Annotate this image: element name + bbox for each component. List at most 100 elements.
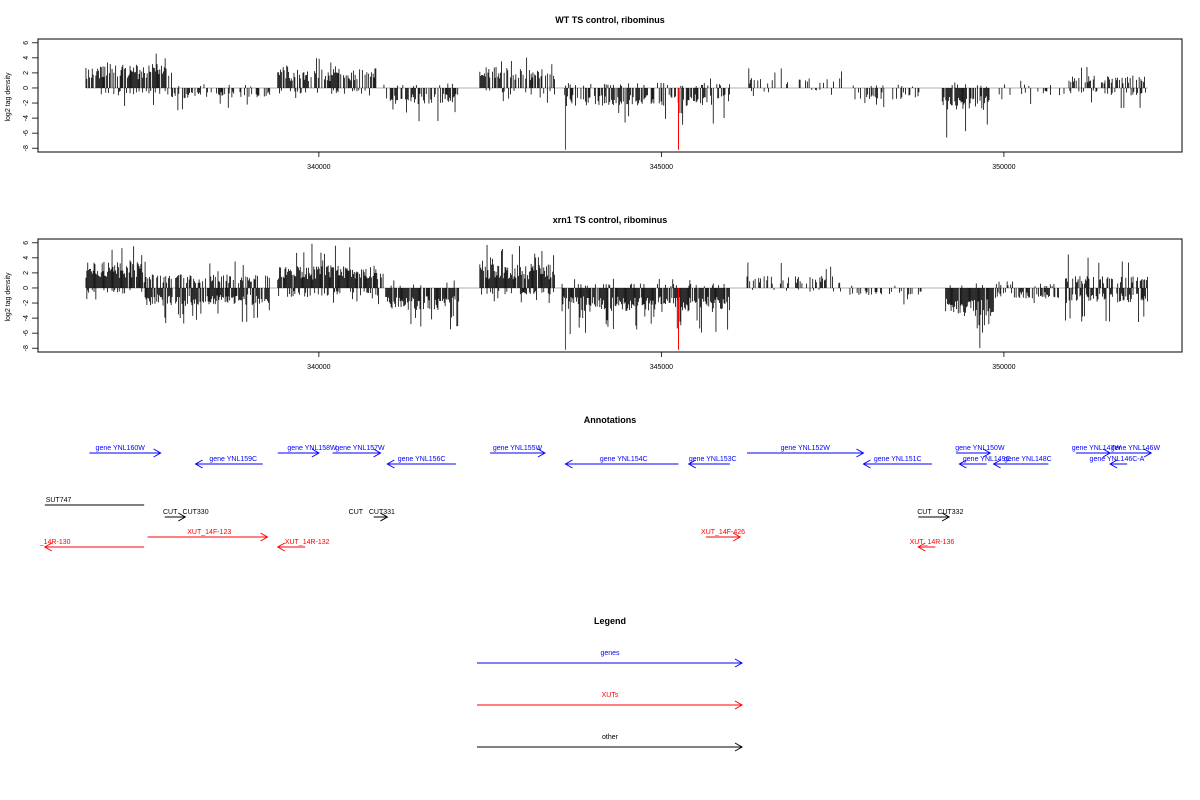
x-tick-label: 350000 — [992, 164, 1015, 171]
y-tick-label: 6 — [23, 41, 30, 45]
feature-label: gene YNL152W — [781, 445, 831, 452]
y-tick-label: -6 — [23, 130, 30, 136]
legend-label: XUTs — [602, 692, 619, 699]
plot-frame — [37, 38, 1183, 153]
arrowhead-left — [194, 459, 203, 469]
coverage-bars — [85, 243, 1148, 350]
plot-frame — [37, 238, 1183, 353]
y-tick-label: 2 — [23, 271, 30, 275]
y-tick-label: -8 — [23, 145, 30, 151]
arrowhead-right — [537, 448, 546, 458]
arrowhead-right — [311, 448, 320, 458]
feature-label: gene YNL146C-A — [1090, 456, 1145, 463]
feature-label: gene YNL147W — [1072, 445, 1122, 452]
y-tick-label: 0 — [23, 286, 30, 290]
feature-label: gene YNL150W — [955, 445, 1005, 452]
feature-label: gene YNL158W — [287, 445, 337, 452]
legend-arrowhead — [734, 658, 744, 668]
arrowhead-right — [1143, 448, 1153, 458]
feature-label: CUT — [349, 509, 364, 516]
x-tick-label: 345000 — [650, 164, 673, 171]
x-tick-label: 345000 — [650, 364, 673, 371]
arrowhead-right — [856, 448, 865, 458]
legend: Legend genes XUTs other — [477, 616, 744, 752]
feature-label: XUT_14F-123 — [187, 529, 231, 536]
y-tick-label: -4 — [23, 315, 30, 321]
arrowhead-right — [260, 532, 269, 542]
feature-label: gene YNL146W — [1111, 445, 1161, 452]
feature-label: _14R-130 — [39, 539, 71, 546]
feature-label: gene YNL153C — [689, 456, 737, 463]
arrowhead-left — [862, 459, 871, 469]
arrowhead-right — [153, 448, 162, 458]
arrowhead-right — [982, 448, 992, 458]
feature-label: XUT_14R-132 — [285, 539, 330, 546]
feature-label: CUT330 — [183, 509, 209, 516]
legend-label: genes — [600, 650, 620, 657]
panel-title: xrn1 TS control, ribominus — [553, 215, 668, 225]
feature-label: gene YNL149C — [963, 456, 1011, 463]
feature-label: gene YNL151C — [874, 456, 922, 463]
arrowhead-left — [687, 459, 697, 469]
arrowhead-right — [178, 512, 187, 522]
arrowhead-right — [732, 532, 742, 542]
y-tick-label: 4 — [23, 56, 30, 60]
arrowhead-left — [992, 459, 1001, 469]
wt-coverage-panel: WT TS control, ribominus log2 tag densit… — [5, 15, 1183, 171]
feature-label: CUT — [163, 509, 178, 516]
feature-label: CUT331 — [369, 509, 395, 516]
y-axis: -8 -6 -4 -2 0 2 4 6 — [23, 41, 38, 151]
y-axis: -8 -6 -4 -2 0 2 4 6 — [23, 241, 38, 351]
y-tick-label: -2 — [23, 100, 30, 106]
x-tick-label: 350000 — [992, 364, 1015, 371]
x-tick-label: 340000 — [307, 364, 330, 371]
feature-label: gene YNL159C — [209, 456, 257, 463]
legend-arrowhead — [734, 700, 744, 710]
y-tick-label: -6 — [23, 330, 30, 336]
panel-title: WT TS control, ribominus — [555, 15, 665, 25]
y-tick-label: -8 — [23, 345, 30, 351]
feature-label: CUT332 — [937, 509, 963, 516]
arrowhead-left — [1109, 459, 1118, 469]
arrowhead-left — [917, 542, 926, 552]
y-tick-label: 2 — [23, 71, 30, 75]
legend-label: other — [602, 734, 619, 741]
feature-label: gene YNL156C — [398, 456, 446, 463]
legend-title: Legend — [594, 616, 626, 626]
feature-label: CUT — [917, 509, 932, 516]
x-axis: 340000 345000 350000 — [307, 352, 1016, 371]
y-tick-label: -4 — [23, 115, 30, 121]
arrowhead-right — [941, 512, 951, 522]
y-tick-label: -2 — [23, 300, 30, 306]
arrowhead-left — [958, 459, 967, 469]
arrowhead-left — [276, 542, 286, 552]
feature-label: SUT747 — [46, 497, 72, 504]
coverage-bars — [85, 53, 1148, 150]
arrowhead-left — [564, 459, 573, 469]
feature-label: gene YNL154C — [600, 456, 648, 463]
x-tick-label: 340000 — [307, 164, 330, 171]
legend-arrowhead — [734, 742, 744, 752]
arrowhead-left — [386, 459, 395, 469]
xrn1-coverage-panel: xrn1 TS control, ribominus log2 tag dens… — [5, 215, 1183, 371]
arrowhead-right — [373, 448, 382, 458]
feature-label: XUT_14R-136 — [910, 539, 955, 546]
y-axis-label: log2 tag density — [5, 72, 12, 122]
y-axis-label: log2 tag density — [5, 272, 12, 322]
y-tick-label: 6 — [23, 241, 30, 245]
feature-label: gene YNL157W — [335, 445, 385, 452]
arrowhead-left — [43, 542, 53, 552]
y-tick-label: 0 — [23, 86, 30, 90]
annotations-track: Annotations gene YNL160W gene YNL159C gene… — [39, 415, 1161, 552]
x-axis: 340000 345000 350000 — [307, 152, 1016, 171]
feature-label: XUT_14F-426 — [701, 529, 745, 536]
feature-arrows — [43, 448, 1153, 552]
feature-label: gene YNL148C — [1004, 456, 1052, 463]
feature-label: gene YNL160W — [96, 445, 146, 452]
feature-label: gene YNL155W — [493, 445, 543, 452]
annotations-title: Annotations — [584, 415, 637, 425]
arrowhead-right — [380, 512, 389, 522]
y-tick-label: 4 — [23, 256, 30, 260]
